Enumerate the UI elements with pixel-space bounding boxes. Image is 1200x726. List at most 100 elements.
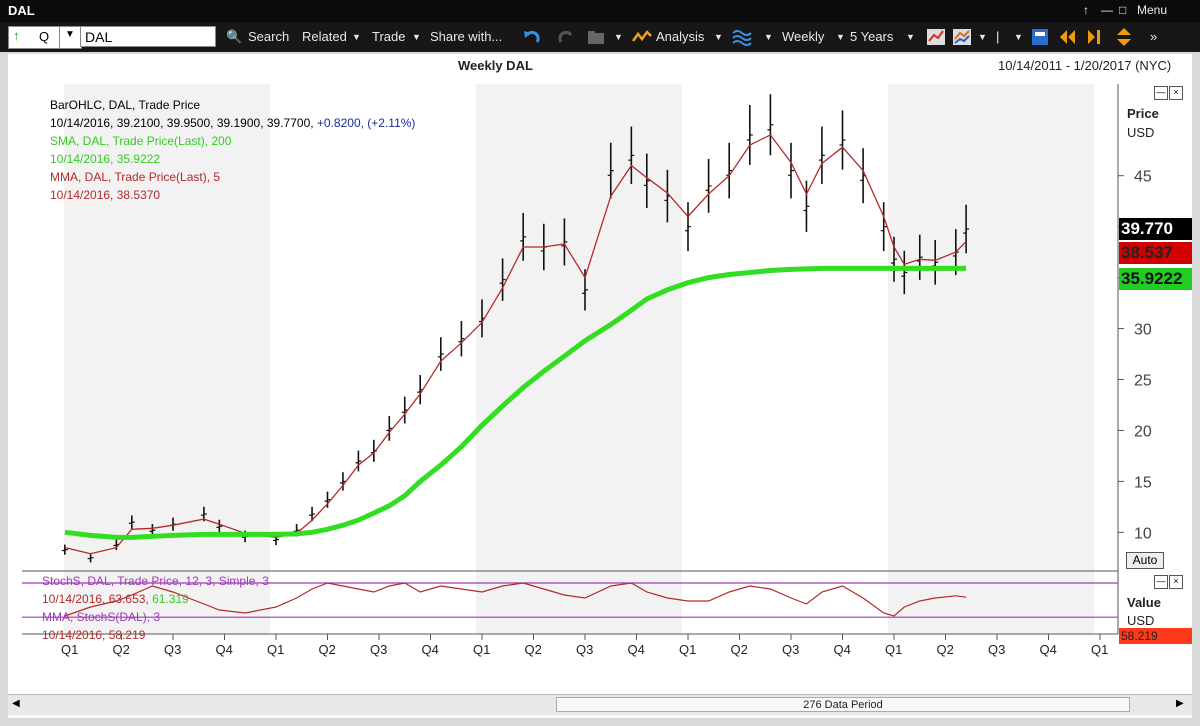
legend-ohlc-values: 10/14/2016, 39.2100, 39.9500, 39.1900, 3… bbox=[50, 116, 415, 130]
interval-select[interactable]: Weekly bbox=[782, 29, 825, 44]
waves-icon[interactable] bbox=[732, 27, 752, 47]
legend-ohlc-name: BarOHLC, DAL, Trade Price bbox=[50, 98, 201, 112]
stoch-line bbox=[64, 582, 967, 617]
y-tick-label: 30 bbox=[1134, 322, 1152, 339]
minimize-icon[interactable]: — bbox=[1101, 3, 1113, 17]
minimize-osc-icon[interactable]: — bbox=[1154, 575, 1168, 589]
dropdown-icon: ▼ bbox=[65, 29, 75, 40]
year-label: 2011 bbox=[26, 672, 54, 674]
price-chart[interactable]: 1015202530354045Q1Q2Q3Q4Q1Q2Q3Q4Q1Q2Q3Q4… bbox=[8, 74, 1192, 674]
layout-icon[interactable] bbox=[1030, 27, 1050, 47]
scroll-right-arrow-icon[interactable]: ▶ bbox=[1176, 698, 1184, 709]
y-tick-label: 25 bbox=[1134, 372, 1152, 389]
redo-icon[interactable] bbox=[556, 27, 576, 47]
related-menu[interactable]: Related bbox=[302, 29, 347, 44]
undo-icon[interactable] bbox=[522, 27, 542, 47]
up-arrow-icon: ↑ bbox=[13, 28, 20, 43]
chevron-down-icon: ▼ bbox=[978, 32, 987, 42]
range-select[interactable]: 5 Years bbox=[850, 29, 894, 44]
osc-axis-unit: USD bbox=[1127, 613, 1155, 628]
separator-icon: | bbox=[996, 29, 1000, 44]
symbol-prefix: Q bbox=[39, 29, 50, 44]
compare-icon[interactable] bbox=[952, 27, 972, 47]
symbol-input[interactable]: DAL bbox=[80, 26, 216, 47]
ohlc-values: 10/14/2016, 39.2100, 39.9500, 39.1900, 3… bbox=[50, 116, 317, 130]
share-menu[interactable]: Share with... bbox=[430, 29, 503, 44]
window-title: DAL bbox=[8, 3, 35, 18]
chevron-down-icon: ▼ bbox=[1014, 32, 1023, 42]
legend-sma-name: SMA, DAL, Trade Price(Last), 200 bbox=[50, 134, 232, 148]
osc-axis-title: Value bbox=[1127, 595, 1161, 610]
scrollbar[interactable]: ◀ 276 Data Period ▶ bbox=[8, 694, 1192, 715]
quarter-label: Q1 bbox=[267, 642, 284, 657]
legend-sma-value: 10/14/2016, 35.9222 bbox=[50, 152, 161, 166]
line-chart-icon[interactable] bbox=[926, 27, 946, 47]
minimize-pane-icon[interactable]: — bbox=[1154, 86, 1168, 100]
sma-line bbox=[64, 265, 967, 540]
quarter-label: Q1 bbox=[679, 642, 696, 657]
scroll-left-icon[interactable] bbox=[1058, 27, 1078, 47]
y-tick-label: 45 bbox=[1134, 169, 1152, 186]
year-band bbox=[64, 84, 270, 634]
search-icon[interactable]: 🔍 bbox=[226, 29, 243, 44]
year-label: 2013 bbox=[375, 672, 404, 674]
last-price-badge: 39.770 bbox=[1119, 218, 1192, 240]
sma-price-badge: 35.9222 bbox=[1119, 268, 1192, 290]
analysis-menu[interactable]: Analysis bbox=[656, 29, 705, 44]
quarter-label: Q2 bbox=[113, 642, 130, 657]
menu-button[interactable]: Menu bbox=[1137, 3, 1168, 17]
search-button[interactable]: Search bbox=[248, 29, 290, 44]
y-tick-label: 10 bbox=[1134, 525, 1152, 542]
quarter-label: Q1 bbox=[473, 642, 490, 657]
zoom-icon[interactable] bbox=[1114, 27, 1134, 47]
quarter-label: Q3 bbox=[782, 642, 799, 657]
y-tick-label: 15 bbox=[1134, 474, 1152, 491]
legend-mma2-name: MMA, StochS(DAL), 3 bbox=[42, 610, 161, 624]
quarter-label: Q2 bbox=[731, 642, 748, 657]
legend-mma2-value: 10/14/2016, 58.219 bbox=[42, 628, 146, 642]
close-osc-icon[interactable]: × bbox=[1169, 575, 1183, 589]
legend-stoch-values: 10/14/2016, 63.653, 61.319 bbox=[42, 592, 189, 606]
folder-icon[interactable] bbox=[586, 27, 606, 47]
scroll-thumb[interactable]: 276 Data Period bbox=[556, 697, 1130, 712]
chevron-down-icon: ▼ bbox=[764, 32, 773, 42]
title-bar: DAL ↑ — □ Menu bbox=[0, 0, 1200, 22]
quarter-label: Q2 bbox=[525, 642, 542, 657]
year-label: 2014 bbox=[581, 672, 611, 674]
chart-title: Weekly DAL bbox=[458, 58, 533, 73]
trade-menu[interactable]: Trade bbox=[372, 29, 406, 44]
quarter-label: Q1 bbox=[1091, 642, 1108, 657]
quarter-label: Q4 bbox=[422, 642, 439, 657]
osc-value-badge: 58.219 bbox=[1119, 628, 1192, 644]
restore-icon[interactable]: □ bbox=[1119, 3, 1127, 17]
legend-mma-value: 10/14/2016, 38.5370 bbox=[50, 188, 161, 202]
quarter-label: Q2 bbox=[937, 642, 954, 657]
chevron-down-icon: ▼ bbox=[714, 32, 723, 42]
ohlc-change: +0.8200, (+2.11%) bbox=[316, 116, 416, 130]
pin-icon[interactable]: ↑ bbox=[1083, 3, 1089, 17]
quarter-label: Q4 bbox=[216, 642, 233, 657]
symbol-type-select[interactable]: ↑ Q ▼ bbox=[8, 26, 82, 49]
price-axis-unit: USD bbox=[1127, 125, 1155, 140]
date-range: 10/14/2011 - 1/20/2017 (NYC) bbox=[998, 58, 1172, 73]
chevron-down-icon: ▼ bbox=[352, 32, 361, 42]
close-pane-icon[interactable]: × bbox=[1169, 86, 1183, 100]
divider bbox=[59, 27, 60, 48]
scroll-left-arrow-icon[interactable]: ◀ bbox=[12, 698, 20, 709]
y-tick-label: 20 bbox=[1134, 423, 1152, 440]
quarter-label: Q4 bbox=[628, 642, 645, 657]
quarter-label: Q2 bbox=[319, 642, 336, 657]
chart-panel: Weekly DAL 10/14/2011 - 1/20/2017 (NYC) … bbox=[8, 54, 1192, 718]
more-icon[interactable]: » bbox=[1150, 29, 1158, 44]
mma-price-badge: 38.537 bbox=[1119, 242, 1192, 264]
chevron-down-icon: ▼ bbox=[412, 32, 421, 42]
chevron-down-icon: ▼ bbox=[614, 32, 623, 42]
quarter-label: Q4 bbox=[834, 642, 851, 657]
quarter-label: Q4 bbox=[1040, 642, 1057, 657]
chevron-down-icon: ▼ bbox=[836, 32, 845, 42]
year-band bbox=[476, 84, 682, 634]
legend-mma-name: MMA, DAL, Trade Price(Last), 5 bbox=[50, 170, 221, 184]
auto-scale-button[interactable]: Auto bbox=[1126, 552, 1164, 569]
scroll-right-icon[interactable] bbox=[1086, 27, 1106, 47]
